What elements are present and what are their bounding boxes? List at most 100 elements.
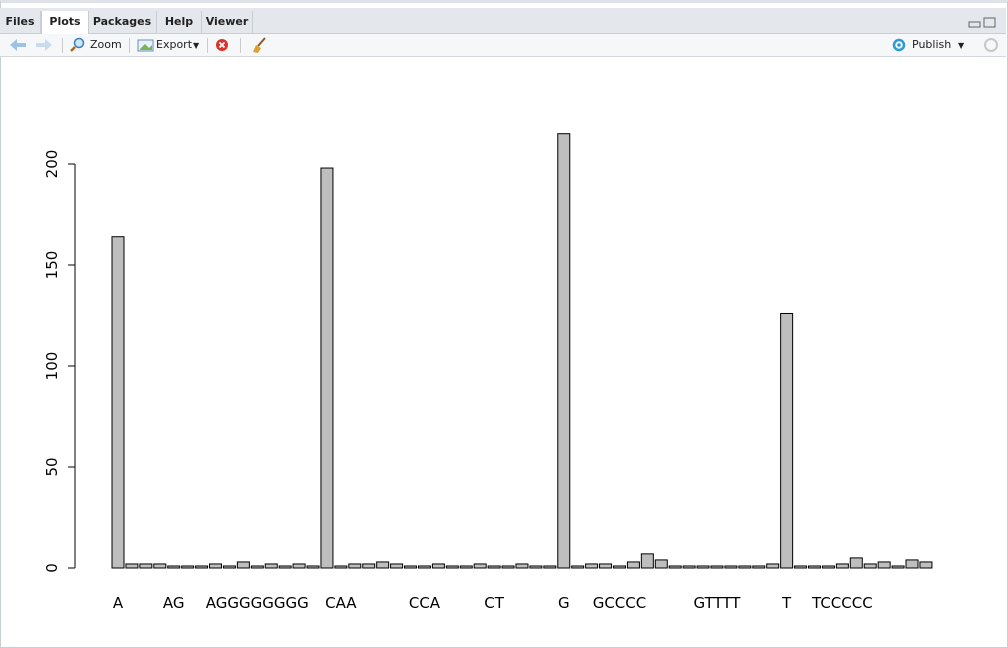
bar [209, 563, 223, 569]
bar [557, 133, 571, 569]
y-tick-label: 150 [43, 251, 61, 280]
bar [376, 561, 390, 569]
x-tick-label: TCCCCC [811, 594, 873, 612]
bar [821, 565, 835, 569]
bar [835, 563, 849, 569]
x-tick-label: CT [484, 594, 504, 612]
bar [390, 563, 404, 569]
bar [222, 565, 236, 569]
x-tick-label: G [558, 594, 570, 612]
bar [167, 565, 181, 569]
zoom-button[interactable]: Zoom [90, 38, 122, 51]
bar [599, 563, 613, 569]
separator [207, 38, 208, 53]
clear-icon[interactable] [250, 36, 268, 54]
bar [668, 565, 682, 569]
bar [780, 312, 794, 569]
bar [250, 565, 264, 569]
bar [362, 563, 376, 569]
tab[interactable]: Packages [88, 11, 157, 33]
bar [682, 565, 696, 569]
bar [153, 563, 167, 569]
x-tick-label: AG [163, 594, 185, 612]
bar [738, 565, 752, 569]
x-tick-label: GTTTT [694, 594, 742, 612]
x-tick-label: AGGGGGGGG [206, 594, 309, 612]
bar [473, 563, 487, 569]
bar [724, 565, 738, 569]
y-tick-label: 0 [43, 563, 61, 573]
bar [195, 565, 209, 569]
tab-bar: Files Plots Packages Help Viewer [0, 8, 1006, 34]
bar [431, 563, 445, 569]
y-tick-label: 50 [43, 457, 61, 476]
bar [654, 559, 668, 569]
bar [543, 565, 557, 569]
bar [626, 561, 640, 569]
bar [417, 565, 431, 569]
bar [794, 565, 808, 569]
bar [808, 565, 821, 569]
bar [849, 557, 863, 569]
bar [278, 565, 292, 569]
bar [515, 563, 529, 569]
x-tick-label: CCA [409, 594, 441, 612]
dropdown-caret[interactable]: ▼ [193, 41, 200, 50]
tab[interactable]: Files [0, 11, 41, 33]
bar [459, 565, 473, 569]
bar [292, 563, 306, 569]
bar [529, 565, 543, 569]
bar [696, 565, 710, 569]
bar [501, 565, 515, 569]
bar [863, 563, 877, 569]
export-icon[interactable] [137, 37, 155, 53]
bar [181, 565, 195, 569]
bar [919, 561, 933, 569]
bar [264, 563, 278, 569]
export-button[interactable]: Export [156, 38, 193, 51]
x-tick-label: T [781, 594, 792, 612]
bar [306, 565, 320, 569]
separator [129, 38, 130, 53]
nav-arrows[interactable] [6, 34, 66, 56]
y-tick-label: 100 [43, 352, 61, 381]
refresh-icon[interactable] [983, 37, 999, 53]
bar [571, 565, 585, 569]
bar [111, 236, 125, 569]
x-tick-label: A [113, 594, 124, 612]
separator [62, 38, 63, 53]
tab[interactable]: Plots [41, 11, 89, 34]
zoom-icon[interactable] [70, 37, 86, 53]
bar [348, 563, 362, 569]
bar [640, 553, 654, 569]
bar [404, 565, 418, 569]
x-tick-label: CAA [325, 594, 357, 612]
bar [612, 565, 626, 569]
separator [240, 38, 241, 53]
remove-icon[interactable] [215, 38, 229, 52]
pane-controls[interactable] [968, 17, 998, 29]
x-tick-label: GCCCC [593, 594, 647, 612]
bar [445, 565, 459, 569]
bar [139, 563, 153, 569]
bar [334, 565, 348, 569]
bar [891, 565, 905, 569]
publish-icon[interactable] [890, 37, 910, 53]
bar [905, 559, 919, 569]
dropdown-caret[interactable]: ▼ [958, 41, 965, 50]
tab[interactable]: Help [157, 11, 202, 33]
bar [320, 167, 334, 569]
y-tick-label: 200 [43, 150, 61, 179]
bar [766, 563, 780, 569]
bar [125, 563, 139, 569]
bar [236, 561, 250, 569]
tab[interactable]: Viewer [202, 11, 253, 33]
bar [710, 565, 724, 569]
bar [585, 563, 599, 569]
toolbar: Zoom Export ▼ Publish ▼ [0, 34, 1006, 57]
publish-button[interactable]: Publish [912, 38, 952, 51]
bar [752, 565, 766, 569]
bar [877, 561, 891, 569]
